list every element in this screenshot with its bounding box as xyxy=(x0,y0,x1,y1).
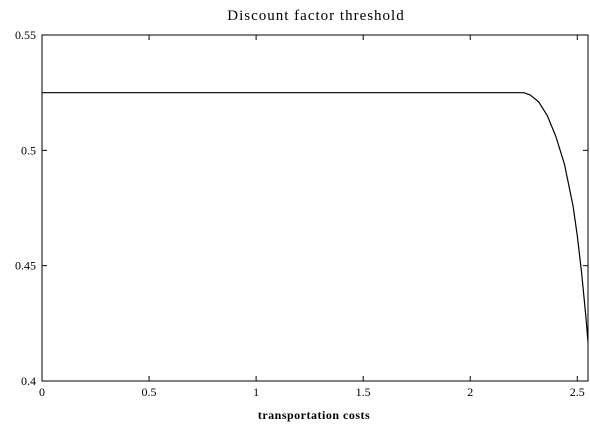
y-tick-label: 0.4 xyxy=(21,374,36,388)
x-tick-label: 2 xyxy=(467,385,473,399)
y-tick-label: 0.5 xyxy=(21,143,36,157)
series-line-0 xyxy=(42,92,589,342)
plot-area: 0 0.5 1 1.5 2 2.5 0.4 0.45 0.5 0.55 xyxy=(15,28,589,399)
x-tick-label: 1.5 xyxy=(356,385,371,399)
x-tick-label: 1 xyxy=(253,385,259,399)
x-tick-label: 0.5 xyxy=(142,385,157,399)
chart-title: Discount factor threshold xyxy=(227,8,404,24)
y-tick-label: 0.45 xyxy=(15,259,36,273)
plot-frame xyxy=(41,34,589,382)
x-tick-label: 0 xyxy=(39,385,45,399)
x-axis-label: transportation costs xyxy=(258,408,370,422)
y-tick-label: 0.55 xyxy=(15,28,36,42)
x-tick-label: 2.5 xyxy=(570,385,585,399)
